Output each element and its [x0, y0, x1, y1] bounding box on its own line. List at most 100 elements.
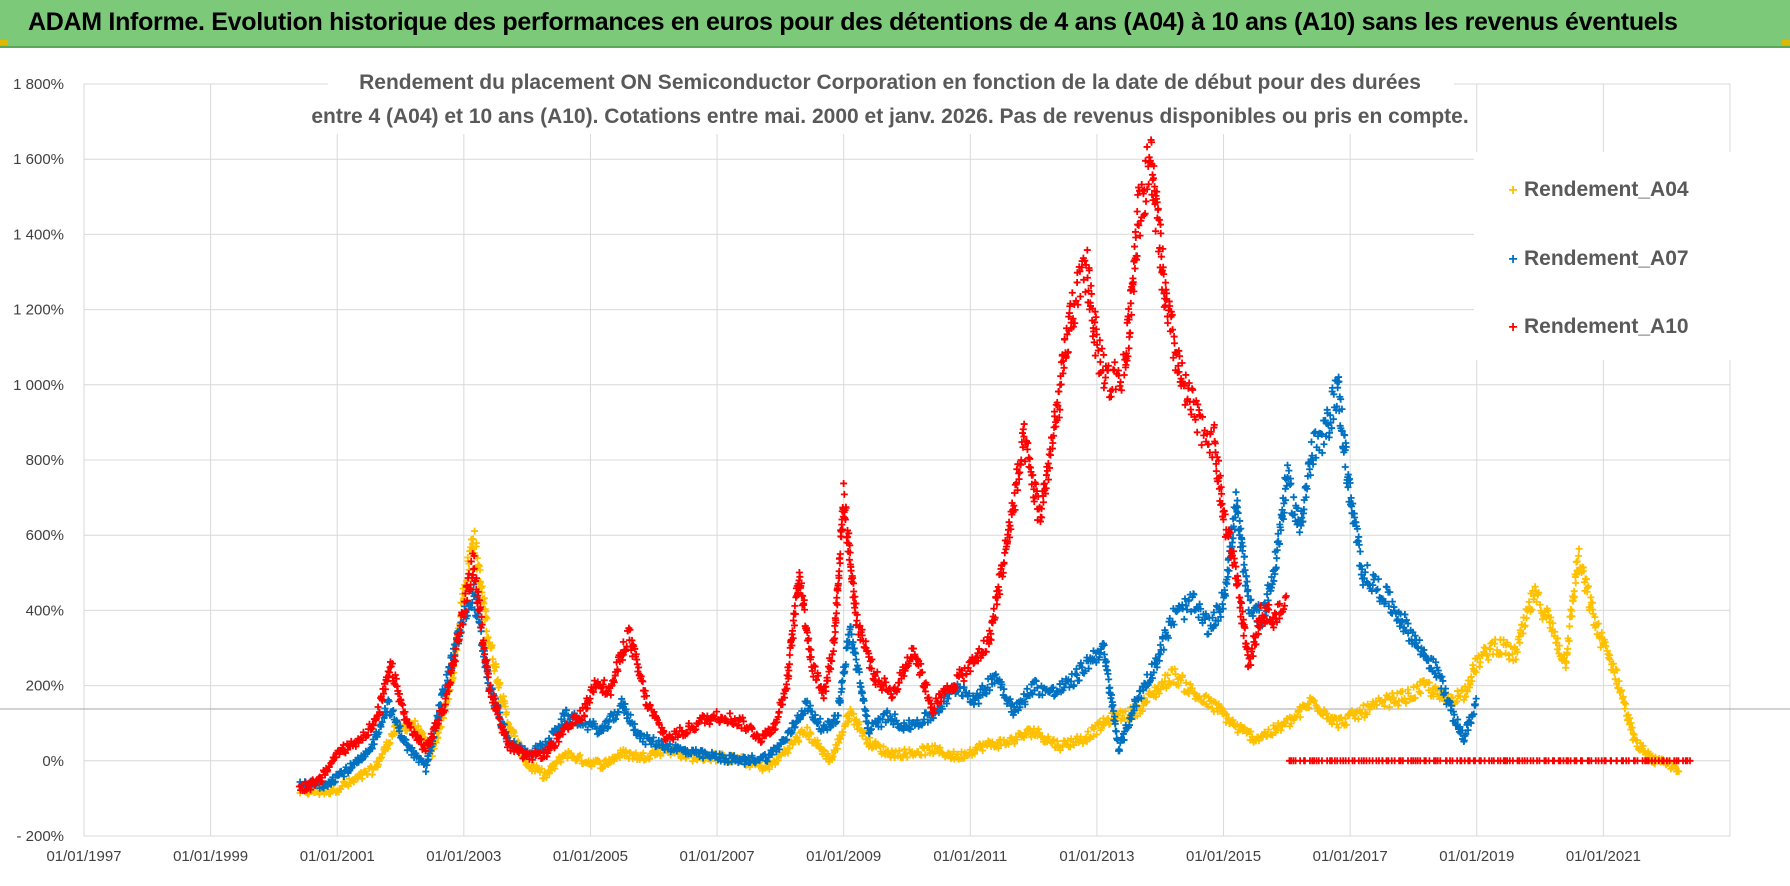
data-point	[435, 716, 443, 724]
data-point	[1297, 522, 1305, 530]
data-point	[1513, 648, 1521, 656]
data-point	[1468, 677, 1476, 685]
data-point	[385, 697, 393, 705]
data-point	[1464, 726, 1472, 734]
data-point	[375, 728, 383, 736]
data-point	[1319, 711, 1327, 719]
data-point	[1620, 699, 1628, 707]
data-point	[1038, 691, 1046, 699]
data-point	[1450, 711, 1458, 719]
data-point	[367, 726, 375, 734]
x-tick-label: 01/01/2003	[426, 848, 501, 865]
data-point	[1568, 612, 1576, 620]
data-point	[1111, 720, 1119, 728]
data-point	[480, 594, 488, 602]
data-point	[1067, 677, 1075, 685]
data-point	[741, 760, 749, 768]
data-point	[979, 747, 987, 755]
data-point	[627, 646, 635, 654]
data-point	[1483, 652, 1491, 660]
data-point	[1138, 707, 1146, 715]
data-point	[1503, 639, 1511, 647]
data-point	[789, 634, 797, 642]
data-point	[1386, 588, 1394, 596]
data-point	[1476, 658, 1484, 666]
data-point	[560, 711, 568, 719]
chart-title-line-1: Rendement du placement ON Semiconductor …	[359, 71, 1421, 94]
data-point	[1175, 681, 1183, 689]
data-point	[1017, 456, 1025, 464]
data-point	[376, 708, 384, 716]
legend-label-a04: Rendement_A04	[1524, 178, 1689, 201]
data-point	[1411, 632, 1419, 640]
data-point	[307, 786, 315, 794]
data-point	[1355, 533, 1363, 541]
data-point	[1160, 646, 1168, 654]
data-point	[1417, 689, 1425, 697]
data-point	[791, 723, 799, 731]
data-point	[575, 752, 583, 760]
data-point	[649, 734, 657, 742]
data-point	[1472, 695, 1480, 703]
data-point	[918, 720, 926, 728]
data-point	[788, 641, 796, 649]
data-point	[467, 581, 475, 589]
data-point	[1547, 613, 1555, 621]
data-point	[340, 748, 348, 756]
data-point	[863, 712, 871, 720]
data-point	[1287, 719, 1295, 727]
data-point	[713, 708, 721, 716]
data-point	[470, 565, 478, 573]
data-point	[1109, 707, 1117, 715]
data-point	[1077, 659, 1085, 667]
data-point	[614, 667, 622, 675]
data-point	[377, 723, 385, 731]
data-point	[762, 732, 770, 740]
data-point	[788, 627, 796, 635]
data-point	[381, 705, 389, 713]
data-point	[978, 682, 986, 690]
data-point	[1508, 650, 1516, 658]
data-point	[920, 716, 928, 724]
data-point	[986, 686, 994, 694]
data-point	[410, 728, 418, 736]
data-point	[433, 721, 441, 729]
legend-label-a07: Rendement_A07	[1524, 247, 1689, 270]
data-point	[1105, 675, 1113, 683]
data-point	[707, 717, 715, 725]
data-point	[1328, 424, 1336, 432]
data-point	[668, 734, 676, 742]
data-point	[489, 655, 497, 663]
data-point	[1273, 554, 1281, 562]
data-point	[1243, 578, 1251, 586]
data-point	[1571, 593, 1579, 601]
data-point	[771, 725, 779, 733]
data-point	[1549, 619, 1557, 627]
y-tick-label: - 200%	[16, 828, 64, 845]
data-point	[1152, 693, 1160, 701]
data-point	[1005, 518, 1013, 526]
data-point	[807, 730, 815, 738]
data-point	[1318, 430, 1326, 438]
data-point	[381, 685, 389, 693]
data-point	[768, 751, 776, 759]
data-point	[791, 602, 799, 610]
data-point	[1153, 663, 1161, 671]
data-point	[424, 755, 432, 763]
data-point	[441, 701, 449, 709]
data-point	[1515, 633, 1523, 641]
data-point	[616, 754, 624, 762]
data-point	[1115, 747, 1123, 755]
data-point	[1421, 651, 1429, 659]
data-point	[1528, 606, 1536, 614]
data-point	[426, 740, 434, 748]
data-point	[1162, 684, 1170, 692]
data-point	[340, 772, 348, 780]
series-rendement-a07	[296, 373, 1480, 792]
data-point	[971, 750, 979, 758]
data-point	[1277, 726, 1285, 734]
data-point	[1385, 703, 1393, 711]
data-point	[432, 739, 440, 747]
x-tick-label: 01/01/2017	[1313, 848, 1388, 865]
data-point	[1618, 686, 1626, 694]
